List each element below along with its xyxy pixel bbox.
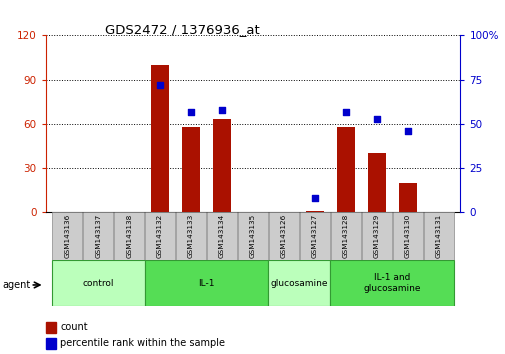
Text: GSM143128: GSM143128 xyxy=(342,214,348,258)
Bar xyxy=(83,212,113,260)
Bar xyxy=(361,212,391,260)
Bar xyxy=(330,260,453,306)
Bar xyxy=(330,212,360,260)
Text: GSM143131: GSM143131 xyxy=(435,214,441,258)
Bar xyxy=(45,322,56,333)
Bar xyxy=(398,183,416,212)
Bar xyxy=(305,211,324,212)
Bar xyxy=(238,212,267,260)
Text: GSM143136: GSM143136 xyxy=(64,214,70,258)
Text: count: count xyxy=(60,322,87,332)
Bar xyxy=(423,212,453,260)
Bar xyxy=(268,260,330,306)
Text: glucosamine: glucosamine xyxy=(270,279,328,288)
Text: IL-1: IL-1 xyxy=(198,279,215,288)
Bar xyxy=(299,212,329,260)
Bar xyxy=(207,212,236,260)
Bar xyxy=(114,212,144,260)
Bar xyxy=(150,65,169,212)
Bar xyxy=(176,212,206,260)
Text: GSM143135: GSM143135 xyxy=(249,214,256,258)
Bar xyxy=(367,153,385,212)
Point xyxy=(372,116,380,121)
Text: IL-1 and
glucosamine: IL-1 and glucosamine xyxy=(363,274,420,293)
Bar xyxy=(336,127,355,212)
Bar xyxy=(181,127,200,212)
Point xyxy=(218,107,226,113)
Text: GSM143138: GSM143138 xyxy=(126,214,132,258)
Text: control: control xyxy=(82,279,114,288)
Text: GSM143137: GSM143137 xyxy=(95,214,101,258)
Point xyxy=(310,195,318,201)
Text: GSM143130: GSM143130 xyxy=(404,214,410,258)
Text: GSM143134: GSM143134 xyxy=(219,214,225,258)
Bar xyxy=(212,119,231,212)
Text: GDS2472 / 1376936_at: GDS2472 / 1376936_at xyxy=(105,23,259,36)
Bar xyxy=(45,338,56,349)
Point xyxy=(156,82,164,88)
Text: GSM143129: GSM143129 xyxy=(373,214,379,258)
Text: GSM143132: GSM143132 xyxy=(157,214,163,258)
Bar xyxy=(392,212,422,260)
Point xyxy=(187,109,195,114)
Bar xyxy=(52,212,82,260)
Text: GSM143127: GSM143127 xyxy=(311,214,317,258)
Point xyxy=(403,128,411,134)
Text: GSM143126: GSM143126 xyxy=(280,214,286,258)
Bar xyxy=(52,260,144,306)
Text: agent: agent xyxy=(3,280,31,290)
Text: GSM143133: GSM143133 xyxy=(188,214,194,258)
Bar xyxy=(145,212,175,260)
Bar xyxy=(269,212,298,260)
Point xyxy=(341,109,349,114)
Bar xyxy=(144,260,268,306)
Text: percentile rank within the sample: percentile rank within the sample xyxy=(60,338,225,348)
